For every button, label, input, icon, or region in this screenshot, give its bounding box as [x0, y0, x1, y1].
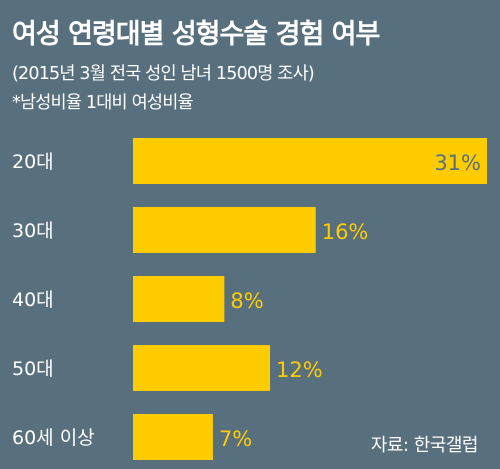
bar: [133, 276, 225, 322]
value-label: 12%: [276, 358, 323, 382]
category-label: 50대: [12, 358, 54, 380]
chart-subtitle: (2015년 3월 전국 성인 남녀 1500명 조사): [12, 64, 315, 84]
value-label: 8%: [230, 289, 263, 313]
bar: [133, 414, 213, 460]
bar: [133, 138, 487, 184]
category-label: 60세 이상: [12, 427, 95, 449]
value-label: 16%: [322, 220, 369, 244]
category-label: 30대: [12, 220, 54, 242]
chart-title: 여성 연령대별 성형수술 경험 여부: [12, 19, 380, 50]
bar: [133, 345, 271, 391]
category-label: 20대: [12, 151, 54, 173]
value-label: 31%: [434, 151, 481, 175]
bar: [133, 207, 316, 253]
chart-note: *남성비율 1대비 여성비율: [12, 93, 194, 113]
category-label: 40대: [12, 289, 54, 311]
source-label: 자료: 한국갤럽: [370, 435, 479, 456]
value-label: 7%: [219, 427, 252, 451]
